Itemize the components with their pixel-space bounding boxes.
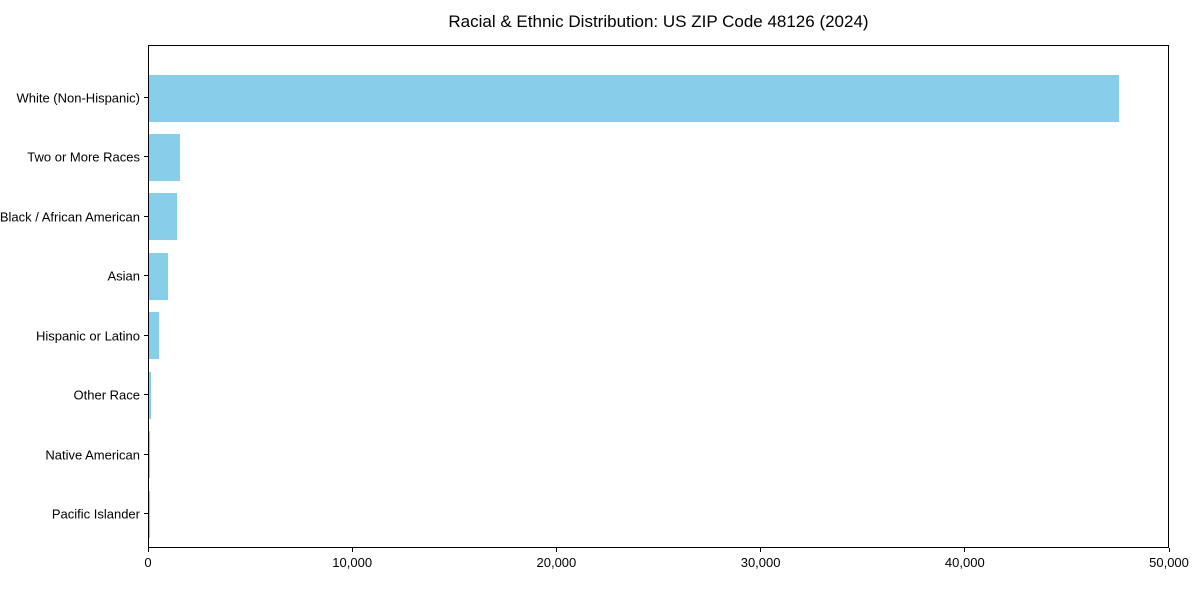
y-tick [144,394,148,396]
y-tick-label: Black / African American [0,209,140,225]
plot-area [148,45,1169,548]
x-tick [760,548,762,552]
bar [149,74,1120,122]
x-tick [964,548,966,552]
y-tick-label: White (Non-Hispanic) [16,90,140,106]
x-tick [555,548,557,552]
y-tick-label: Hispanic or Latino [35,328,140,344]
y-tick [144,215,148,217]
y-tick-label: Other Race [73,387,140,403]
y-tick [144,334,148,336]
bar [149,312,160,360]
bar [149,133,180,181]
x-tick-label: 30,000 [740,555,781,570]
bar [149,252,169,300]
y-tick [144,97,148,98]
y-tick [144,275,148,277]
y-tick-label: Two or More Races [27,149,140,165]
y-tick-label: Pacific Islander [51,506,140,522]
chart-title: Racial & Ethnic Distribution: US ZIP Cod… [448,12,869,31]
y-tick [144,453,148,455]
x-tick-label: 10,000 [332,555,373,570]
bar [149,431,150,479]
x-tick [351,548,353,552]
bar [149,193,177,241]
x-tick-label: 0 [144,555,152,570]
x-axis: 0 10,000 20,000 30,000 40,000 50,000 [144,548,1189,578]
x-tick-label: 20,000 [536,555,577,570]
x-tick [1168,548,1170,552]
bar [149,371,152,419]
y-tick-label: Asian [107,268,140,284]
x-tick-label: 50,000 [1149,555,1189,570]
x-tick [147,548,149,552]
y-axis: White (Non-Hispanic) Two or More Races Bla… [0,45,148,548]
x-tick-label: 40,000 [944,555,985,570]
y-tick-label: Native American [45,447,140,463]
y-tick [144,513,148,515]
y-tick [144,156,148,158]
